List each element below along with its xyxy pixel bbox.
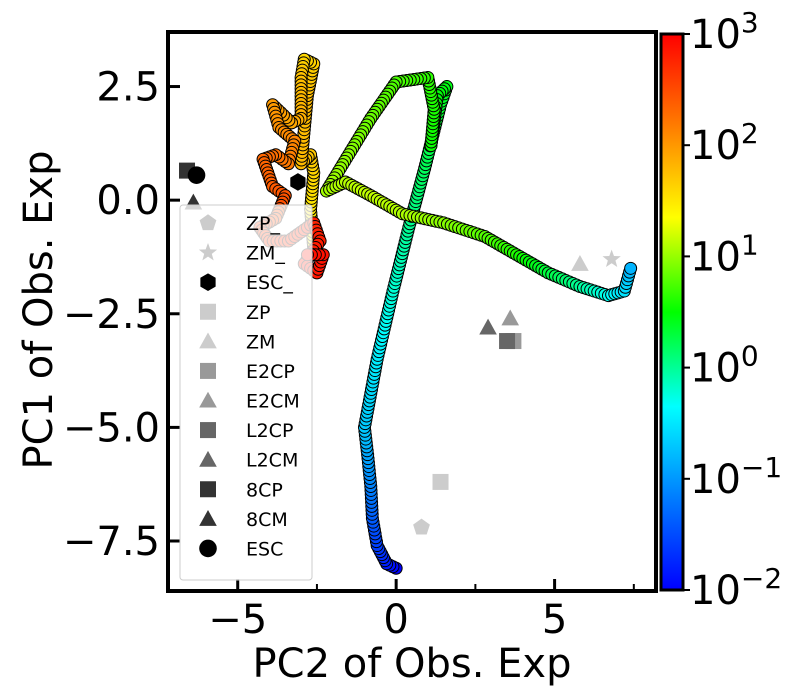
- marker-zm-star: [602, 249, 621, 268]
- colorbar-tick-label: 100: [690, 340, 759, 392]
- legend-marker: [200, 362, 216, 379]
- legend-marker: [199, 510, 217, 526]
- x-tick-label: 5: [542, 597, 567, 643]
- marker-e2cm: [501, 309, 520, 326]
- legend-marker: [200, 273, 216, 291]
- legend-marker: [199, 391, 217, 408]
- colorbar-tick-label: 103: [690, 6, 759, 58]
- colorbar-gradient: [659, 32, 685, 592]
- legend-label: E2CP: [246, 361, 295, 383]
- legend-label: L2CP: [246, 420, 293, 442]
- legend-marker: [200, 481, 216, 498]
- legend-label: ZM_: [246, 243, 285, 265]
- legend-label: ZP_: [246, 213, 280, 235]
- trajectory-point: [624, 261, 638, 275]
- colorbar: 103 102 101 100 10−1 10−2: [659, 6, 782, 614]
- legend-marker: [199, 332, 217, 349]
- marker-esc: [187, 166, 206, 184]
- marker-esc-star: [290, 173, 306, 191]
- legend-label: ESC: [246, 538, 283, 560]
- colorbar-ticks: 103 102 101 100 10−1 10−2: [683, 6, 782, 614]
- legend-label: ESC_: [246, 272, 293, 294]
- y-tick-label: −7.5: [63, 519, 160, 565]
- legend-marker: [199, 450, 217, 467]
- legend-label: E2CM: [246, 391, 300, 413]
- legend-marker: [198, 242, 218, 261]
- legend-label: 8CP: [246, 479, 283, 501]
- legend-label: L2CM: [246, 450, 298, 472]
- marker-zp: [432, 473, 449, 490]
- marker-l2cm: [479, 318, 497, 335]
- colorbar-tick-label: 10−1: [690, 451, 782, 503]
- legend-marker: [199, 539, 217, 558]
- legend: ZP_ ZM_ ESC_ ZP ZM E2CP E2CM L2CP L2CM 8CP 8CM ESC: [179, 204, 313, 581]
- legend-marker: [199, 214, 217, 231]
- colorbar-tick-label: 102: [690, 117, 759, 169]
- colorbar-tick-label: 10−2: [690, 562, 782, 614]
- y-tick-label: −2.5: [63, 292, 160, 338]
- plot-frame: [166, 30, 658, 593]
- colorbar-tick-label: 101: [690, 228, 759, 280]
- y-tick-label: 2.5: [96, 65, 160, 111]
- marker-l2cp: [499, 333, 516, 350]
- marker-zp-star: [413, 518, 430, 535]
- legend-marker: [200, 422, 216, 439]
- x-tick-label: 0: [383, 597, 408, 643]
- legend-label: ZM: [246, 331, 275, 353]
- x-axis-label: PC2 of Obs. Exp: [253, 641, 572, 687]
- legend-label: 8CM: [246, 509, 288, 531]
- legend-label: ZP: [246, 302, 270, 324]
- marker-zm: [571, 254, 589, 271]
- axes: −5 0 5 2.5 0.0 −2.5 −5.0 −7.5: [63, 65, 635, 643]
- y-tick-label: 0.0: [96, 178, 160, 224]
- y-axis-label: PC1 of Obs. Exp: [16, 151, 62, 470]
- y-tick-label: −5.0: [63, 405, 160, 451]
- legend-marker: [200, 303, 216, 320]
- x-tick-label: −5: [208, 597, 267, 643]
